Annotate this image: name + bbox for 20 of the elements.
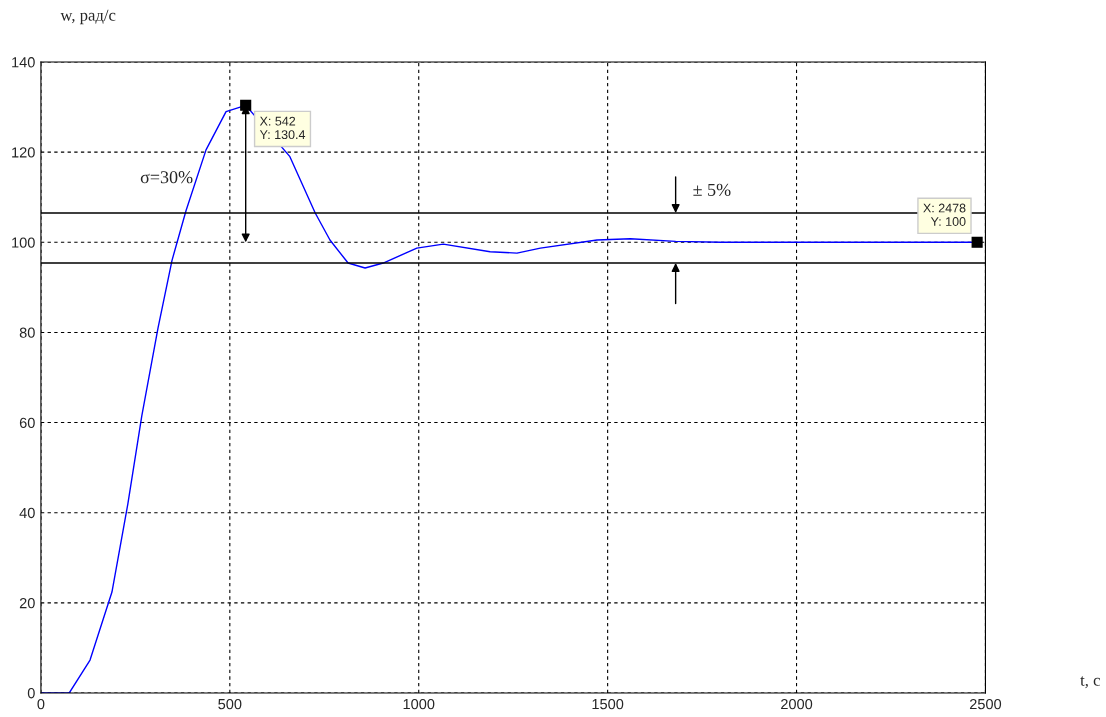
y-tick-label: 80 xyxy=(19,327,35,338)
x-tick-label: 0 xyxy=(37,698,45,710)
x-tick-label: 2000 xyxy=(781,698,813,710)
annotation: X: 2478 Y: 100 xyxy=(923,203,966,226)
y-tick-label: 140 xyxy=(12,57,35,68)
annotation: ± 5% xyxy=(693,183,731,196)
y-tick-label: 40 xyxy=(19,507,35,519)
x-tick-label: 500 xyxy=(218,698,242,710)
x-tick-label: 1500 xyxy=(592,698,624,710)
annotation: X: 542 Y: 130.4 xyxy=(259,116,306,140)
x-axis-title: t, с xyxy=(1080,676,1100,689)
y-tick-label: 20 xyxy=(19,597,35,609)
y-tick-label: 60 xyxy=(19,417,35,428)
y-tick-label: 0 xyxy=(27,688,35,699)
y-tick-label: 120 xyxy=(12,147,35,158)
y-tick-label: 100 xyxy=(12,237,35,248)
x-tick-label: 1000 xyxy=(403,698,435,710)
y-axis-title: w, рад/с xyxy=(60,9,116,25)
x-tick-label: 2500 xyxy=(969,698,1002,710)
annotation: σ=30% xyxy=(140,171,193,184)
